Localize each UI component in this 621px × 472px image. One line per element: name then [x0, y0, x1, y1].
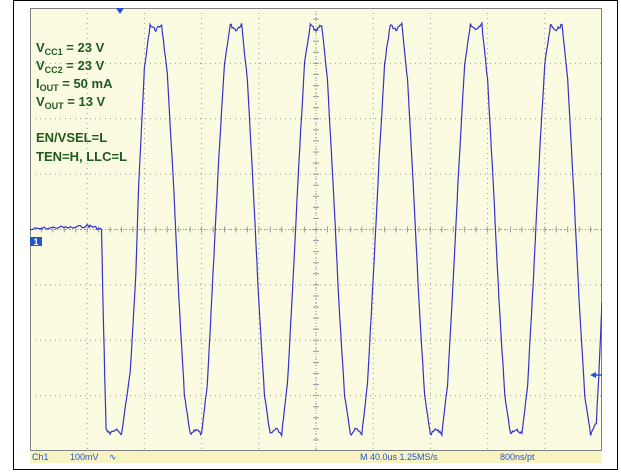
annotation-vcc1: VCC1 = 23 V [36, 40, 105, 57]
status-bar [30, 451, 602, 463]
annotation-vout: VOUT = 13 V [36, 94, 106, 111]
status-resolution: 800ns/pt [500, 452, 535, 462]
annotation-en-vsel: EN/VSEL=L [36, 130, 107, 145]
graticule [30, 8, 602, 452]
trigger-position-marker [116, 8, 124, 14]
status-coupling-icon: ∿ [109, 452, 117, 462]
annotation-iout: IOUT = 50 mA [36, 76, 113, 93]
status-timebase: M 40.0us 1.25MS/s [360, 452, 438, 462]
figure-frame [13, 0, 618, 470]
reference-level-arrow [590, 372, 596, 378]
measurement-annotations: VCC1 = 23 V VCC2 = 23 V IOUT = 50 mA VOU… [36, 40, 127, 164]
waveform-trace [30, 21, 602, 438]
status-channel: Ch1 [32, 452, 49, 462]
channel-marker: 1 [30, 237, 42, 247]
oscilloscope-screen: 1 VCC1 = 23 V VCC2 = 23 V IOUT = 50 mA V… [30, 8, 602, 463]
annotation-vcc2: VCC2 = 23 V [36, 58, 105, 75]
channel-marker-label: 1 [33, 237, 38, 247]
annotation-ten-llc: TEN=H, LLC=L [36, 149, 127, 164]
status-scale: 100mV [70, 452, 99, 462]
